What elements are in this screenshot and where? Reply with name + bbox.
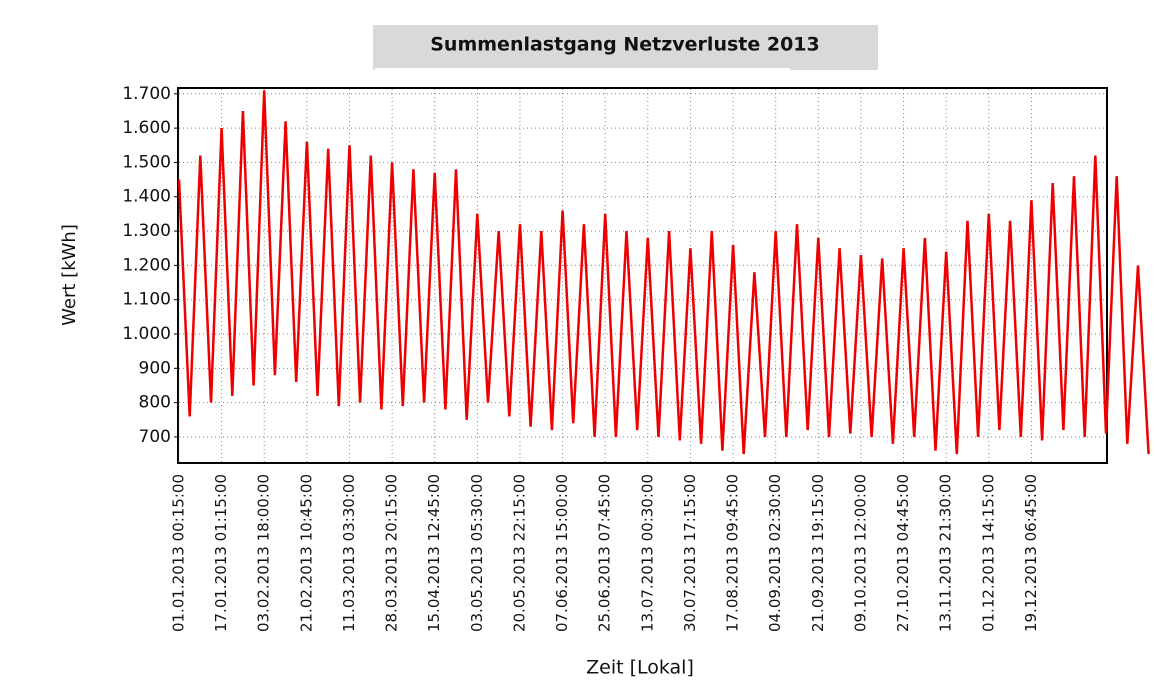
x-tick-label: 09.10.2013 12:00:00 — [851, 474, 869, 632]
x-tick-label: 01.01.2013 00:15:00 — [170, 474, 188, 632]
y-tick-label: 900 — [139, 358, 171, 378]
y-tick-label: 1.700 — [122, 84, 171, 104]
x-tick-label: 27.10.2013 04:45:00 — [894, 474, 912, 632]
y-tick-label: 1.000 — [122, 324, 171, 344]
x-axis-label: Zeit [Lokal] — [586, 657, 694, 679]
x-tick-label: 13.07.2013 00:30:00 — [638, 474, 656, 632]
x-tick-label: 25.06.2013 07:45:00 — [596, 474, 614, 632]
x-tick-label: 21.02.2013 10:45:00 — [297, 474, 315, 632]
x-tick-label: 21.09.2013 19:15:00 — [809, 474, 827, 632]
x-tick-label: 04.09.2013 02:30:00 — [766, 474, 784, 632]
x-tick-label: 28.03.2013 20:15:00 — [383, 474, 401, 632]
y-tick-label: 1.200 — [122, 255, 171, 275]
y-tick-label: 1.400 — [122, 187, 171, 207]
x-tick-label: 17.01.2013 01:15:00 — [212, 474, 230, 632]
data-line — [177, 90, 1150, 455]
plot-area — [177, 87, 1108, 464]
y-tick-label: 700 — [139, 427, 171, 447]
chart-title: Summenlastgang Netzverluste 2013 — [430, 34, 820, 56]
x-tick-label: 30.07.2013 17:15:00 — [681, 474, 699, 632]
x-tick-label: 17.08.2013 09:45:00 — [724, 474, 742, 632]
x-tick-label: 19.12.2013 06:45:00 — [1022, 474, 1040, 632]
x-tick-label: 11.03.2013 03:30:00 — [340, 474, 358, 632]
x-tick-label: 20.05.2013 22:15:00 — [510, 474, 528, 632]
x-tick-label: 03.02.2013 18:00:00 — [255, 474, 273, 632]
y-tick-label: 1.100 — [122, 290, 171, 310]
x-tick-label: 03.05.2013 05:30:00 — [468, 474, 486, 632]
x-tick-label: 01.12.2013 14:15:00 — [979, 474, 997, 632]
y-tick-label: 1.600 — [122, 118, 171, 138]
y-tick-label: 800 — [139, 393, 171, 413]
title-underline — [375, 68, 790, 76]
x-tick-label: 13.11.2013 21:30:00 — [937, 474, 955, 632]
x-tick-label: 07.06.2013 15:00:00 — [553, 474, 571, 632]
y-axis-label: Wert [kWh] — [59, 224, 80, 326]
y-tick-label: 1.300 — [122, 221, 171, 241]
y-tick-label: 1.500 — [122, 152, 171, 172]
title-box — [373, 25, 878, 70]
x-tick-label: 15.04.2013 12:45:00 — [425, 474, 443, 632]
